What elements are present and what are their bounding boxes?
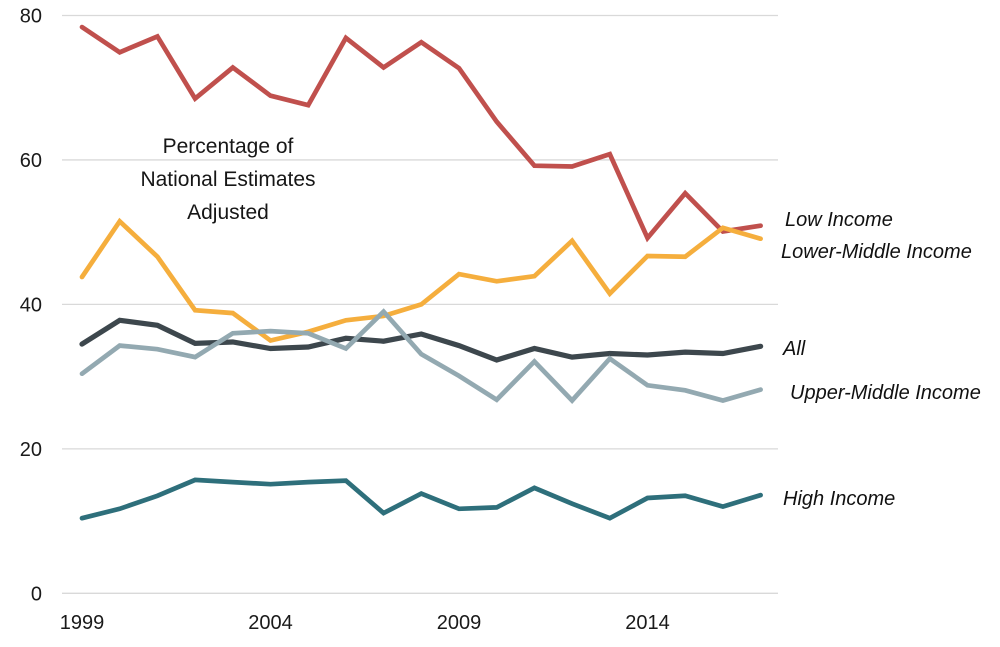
annotation-line-3: Adjusted bbox=[187, 201, 269, 224]
line-upper-middle-income bbox=[79, 308, 763, 404]
chart-annotation: Percentage of National Estimates Adjuste… bbox=[108, 130, 348, 229]
line-high-income bbox=[79, 477, 763, 521]
line-low-income bbox=[79, 24, 763, 243]
annotation-line-1: Percentage of bbox=[162, 135, 294, 158]
series-label-high-income: High Income bbox=[783, 488, 896, 510]
series-lines bbox=[79, 24, 764, 521]
y-tick-40: 40 bbox=[20, 294, 42, 316]
series-label-low-income: Low Income bbox=[785, 209, 893, 231]
series-label-lower-middle-income: Lower-Middle Income bbox=[781, 241, 972, 263]
x-tick-1999: 1999 bbox=[60, 612, 105, 634]
y-axis-tick-labels: 0 20 40 60 80 bbox=[20, 6, 42, 606]
y-tick-0: 0 bbox=[31, 583, 42, 605]
series-label-all: All bbox=[783, 338, 806, 360]
y-tick-60: 60 bbox=[20, 150, 42, 172]
x-tick-2009: 2009 bbox=[437, 612, 482, 634]
series-label-upper-middle-income: Upper-Middle Income bbox=[790, 382, 981, 404]
annotation-line-2: National Estimates bbox=[140, 168, 316, 191]
y-tick-80: 80 bbox=[20, 6, 42, 28]
x-tick-2014: 2014 bbox=[625, 612, 670, 634]
y-tick-20: 20 bbox=[20, 439, 42, 461]
line-lower-middle-income bbox=[79, 217, 763, 344]
x-axis-tick-labels: 1999 2004 2009 2014 bbox=[60, 612, 670, 634]
x-tick-2004: 2004 bbox=[248, 612, 293, 634]
line-all bbox=[79, 317, 764, 363]
